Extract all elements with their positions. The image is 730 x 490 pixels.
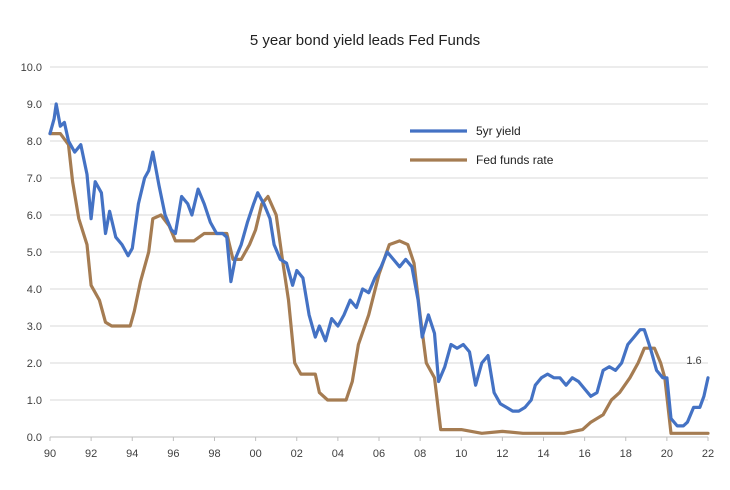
- series-line-fed-funds-rate: [48, 132, 710, 435]
- x-tick-label: 12: [496, 448, 508, 460]
- x-tick-label: 16: [579, 448, 591, 460]
- axes: 0.0 1.0 2.0 3.0 4.0 5.0 6.0 7.0 8.0 9.0 10.0 90 92 94…: [21, 62, 715, 460]
- chart-title: 5 year bond yield leads Fed Funds: [250, 32, 480, 49]
- y-tick-label: 8.0: [27, 136, 42, 148]
- y-tick-label: 5.0: [27, 247, 42, 259]
- legend: 5yr yield Fed funds rate: [410, 124, 554, 167]
- x-tick-label: 08: [414, 448, 426, 460]
- legend-label-5yr-yield: 5yr yield: [476, 124, 521, 138]
- x-tick-label: 92: [85, 448, 97, 460]
- x-tick-label: 06: [373, 448, 385, 460]
- x-tick-label: 18: [620, 448, 632, 460]
- y-tick-label: 4.0: [27, 284, 42, 296]
- series-lines: [48, 102, 710, 435]
- y-tick-label: 2.0: [27, 358, 42, 370]
- x-tick-label: 90: [44, 448, 56, 460]
- end-value-annotation: 1.6: [686, 355, 701, 367]
- y-tick-label: 6.0: [27, 210, 42, 222]
- y-tick-label: 1.0: [27, 395, 42, 407]
- y-tick-label: 10.0: [21, 62, 42, 74]
- x-tick-label: 02: [291, 448, 303, 460]
- x-tick-label: 98: [208, 448, 220, 460]
- x-tick-label: 10: [455, 448, 467, 460]
- y-tick-label: 0.0: [27, 432, 42, 444]
- x-tick-label: 20: [661, 448, 673, 460]
- y-tick-label: 3.0: [27, 321, 42, 333]
- x-tick-label: 14: [537, 448, 549, 460]
- series-line-5yr-yield: [48, 102, 710, 428]
- y-tick-label: 7.0: [27, 173, 42, 185]
- x-tick-label: 00: [250, 448, 262, 460]
- legend-label-fed-funds-rate: Fed funds rate: [476, 153, 554, 167]
- x-tick-label: 96: [167, 448, 179, 460]
- y-tick-label: 9.0: [27, 99, 42, 111]
- x-tick-label: 04: [332, 448, 344, 460]
- x-tick-label: 22: [702, 448, 714, 460]
- x-tick-label: 94: [126, 448, 138, 460]
